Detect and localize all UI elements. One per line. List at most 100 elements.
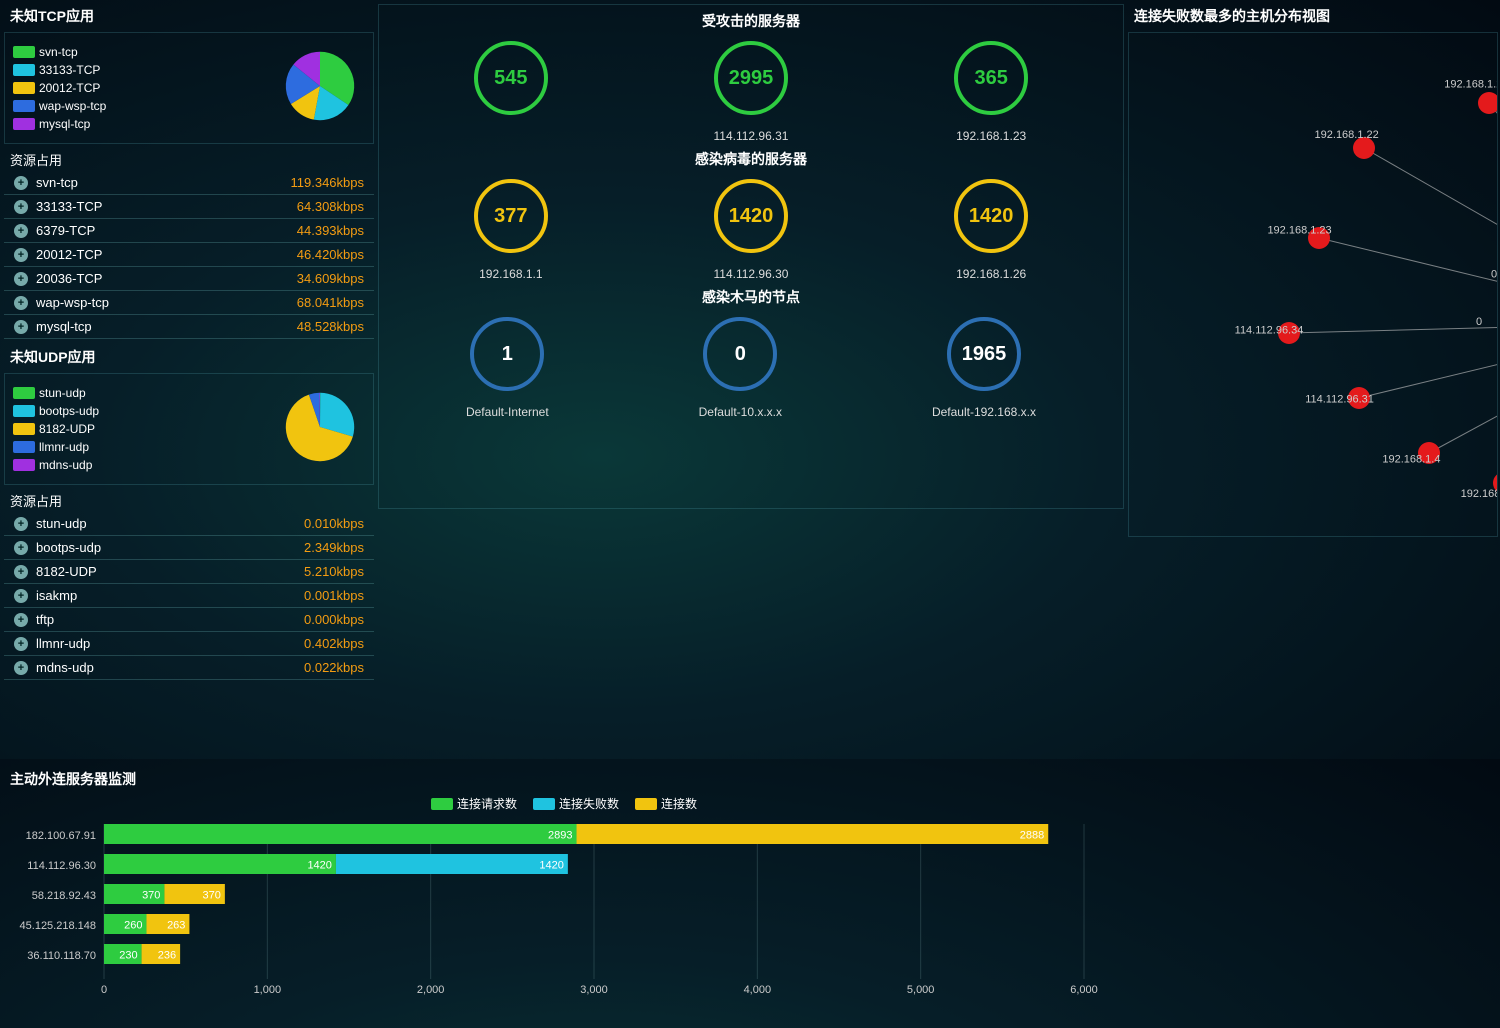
expand-icon[interactable]: + (14, 661, 28, 675)
gauge[interactable]: 2995 114.112.96.31 (714, 41, 789, 143)
resource-row[interactable]: +bootps-udp2.349kbps (4, 536, 374, 560)
gauge[interactable]: 365192.168.1.23 (954, 41, 1028, 143)
resource-name: 20036-TCP (36, 271, 297, 286)
expand-icon[interactable]: + (14, 613, 28, 627)
pie-legend-item[interactable]: 20012-TCP (13, 81, 275, 95)
gauge-group-title: 感染病毒的服务器 (379, 149, 1123, 169)
gauge[interactable]: 545 (474, 41, 548, 143)
expand-icon[interactable]: + (14, 637, 28, 651)
resource-name: isakmp (36, 588, 304, 603)
svg-text:192.168.1.4: 192.168.1.4 (1382, 454, 1440, 466)
gauge[interactable]: 1Default-Internet (466, 317, 549, 419)
resource-row[interactable]: +tftp0.000kbps (4, 608, 374, 632)
svg-text:236: 236 (158, 949, 176, 961)
gauge-value: 2995 (714, 41, 788, 115)
legend-item[interactable]: 连接失败数 (533, 795, 619, 812)
bar-row-label: 36.110.118.70 (27, 950, 96, 962)
legend-item[interactable]: 连接请求数 (431, 795, 517, 812)
gauge[interactable]: 1965Default-192.168.x.x (932, 317, 1036, 419)
resource-row[interactable]: + mdns-udp0.022kbps (4, 656, 374, 680)
svg-text:192.168.1.23: 192.168.1.23 (1267, 224, 1331, 236)
gauge[interactable]: 0 Default-10.x.x.x (699, 317, 782, 419)
gauge-label: 192.168.1.26 (956, 267, 1026, 281)
bar-row-label: 114.112.96.30 (27, 860, 96, 872)
tcp-res-list: +svn-tcp119.346kbps+33133-TCP64.308kbps+… (4, 171, 374, 339)
gauge-label: 192.168.1.1 (479, 267, 542, 281)
pie-legend-item[interactable]: llmnr-udp (13, 440, 275, 454)
tcp-pie-chart (275, 41, 365, 131)
svg-text:370: 370 (142, 889, 160, 901)
resource-row[interactable]: +20012-TCP46.420kbps (4, 243, 374, 267)
gauge-label: Default-Internet (466, 405, 549, 419)
resource-row[interactable]: + svn-tcp119.346kbps (4, 171, 374, 195)
pie-legend-item[interactable]: mdns-udp (13, 458, 275, 472)
resource-name: mdns-udp (36, 660, 304, 675)
svg-text:192.168.1.22: 192.168.1.22 (1315, 129, 1379, 141)
svg-text:0: 0 (101, 984, 107, 996)
network-node[interactable] (1478, 92, 1498, 114)
svg-text:0: 0 (1476, 316, 1482, 328)
resource-row[interactable]: +6379-TCP44.393kbps (4, 219, 374, 243)
bar-segment[interactable] (104, 854, 336, 874)
resource-name: svn-tcp (36, 175, 291, 190)
gauge[interactable]: 377192.168.1.1 (474, 179, 548, 281)
svg-text:2888: 2888 (1020, 829, 1044, 841)
resource-value: 68.041kbps (297, 295, 364, 310)
resource-name: 20012-TCP (36, 247, 297, 262)
expand-icon[interactable]: + (14, 272, 28, 286)
svg-text:230: 230 (119, 949, 137, 961)
gauge-label: 114.112.96.31 (714, 129, 789, 143)
gauge[interactable]: 1420114.112.96.30 (714, 179, 789, 281)
expand-icon[interactable]: + (14, 517, 28, 531)
resource-name: tftp (36, 612, 304, 627)
expand-icon[interactable]: + (14, 200, 28, 214)
expand-icon[interactable]: + (14, 589, 28, 603)
expand-icon[interactable]: + (14, 541, 28, 555)
bar-segment[interactable] (577, 824, 1049, 844)
gauge-label: Default-10.x.x.x (699, 405, 782, 419)
bar-segment[interactable] (336, 854, 568, 874)
pie-legend-item[interactable]: wap-wsp-tcp (13, 99, 275, 113)
svg-text:192.168.1.24: 192.168.1.24 (1444, 79, 1498, 91)
pie-legend-item[interactable]: bootps-udp (13, 404, 275, 418)
resource-value: 0.022kbps (304, 660, 364, 675)
resource-name: 6379-TCP (36, 223, 297, 238)
udp-res-title: 资源占用 (10, 491, 374, 510)
svg-text:370: 370 (203, 889, 221, 901)
resource-value: 64.308kbps (297, 199, 364, 214)
expand-icon[interactable]: + (14, 296, 28, 310)
resource-row[interactable]: +mysql-tcp48.528kbps (4, 315, 374, 339)
bar-segment[interactable] (104, 824, 577, 844)
pie-legend-item[interactable]: 33133-TCP (13, 63, 275, 77)
resource-name: wap-wsp-tcp (36, 295, 297, 310)
resource-value: 2.349kbps (304, 540, 364, 555)
resource-row[interactable]: +33133-TCP64.308kbps (4, 195, 374, 219)
udp-title: 未知UDP应用 (10, 347, 374, 367)
resource-value: 48.528kbps (297, 319, 364, 334)
resource-value: 119.346kbps (291, 175, 365, 190)
resource-row[interactable]: + wap-wsp-tcp68.041kbps (4, 291, 374, 315)
pie-legend-item[interactable]: stun-udp (13, 386, 275, 400)
gauge[interactable]: 1420192.168.1.26 (954, 179, 1028, 281)
gauge-value: 0 (703, 317, 777, 391)
resource-name: llmnr-udp (36, 636, 304, 651)
expand-icon[interactable]: + (14, 176, 28, 190)
legend-item[interactable]: 连接数 (635, 795, 697, 812)
resource-row[interactable]: +stun-udp0.010kbps (4, 512, 374, 536)
expand-icon[interactable]: + (14, 248, 28, 262)
gauge-value: 1420 (714, 179, 788, 253)
resource-row[interactable]: +llmnr-udp0.402kbps (4, 632, 374, 656)
network-graph[interactable]: 0000000000142000192.168.1.24192.168.1.33… (1128, 32, 1498, 537)
expand-icon[interactable]: + (14, 320, 28, 334)
udp-res-list: +stun-udp0.010kbps+bootps-udp2.349kbps+8… (4, 512, 374, 680)
pie-legend-item[interactable]: 8182-UDP (13, 422, 275, 436)
barchart[interactable]: 01,0002,0003,0004,0005,0006,000182.100.6… (4, 819, 1116, 1019)
expand-icon[interactable]: + (14, 565, 28, 579)
resource-row[interactable]: +isakmp0.001kbps (4, 584, 374, 608)
expand-icon[interactable]: + (14, 224, 28, 238)
resource-row[interactable]: +8182-UDP5.210kbps (4, 560, 374, 584)
pie-legend-item[interactable]: svn-tcp (13, 45, 275, 59)
tcp-title: 未知TCP应用 (10, 6, 374, 26)
resource-row[interactable]: +20036-TCP34.609kbps (4, 267, 374, 291)
pie-legend-item[interactable]: mysql-tcp (13, 117, 275, 131)
